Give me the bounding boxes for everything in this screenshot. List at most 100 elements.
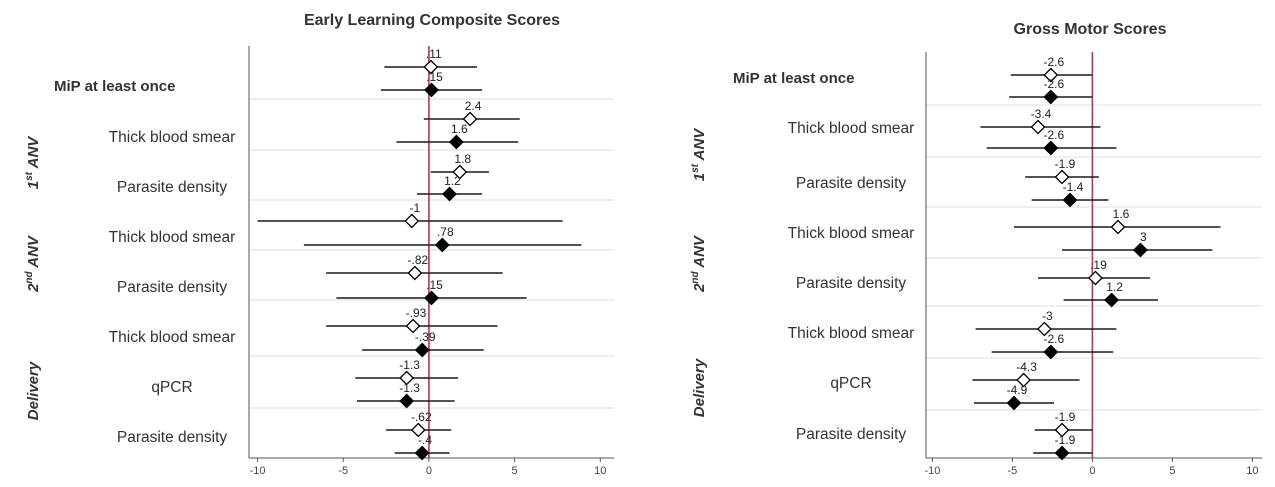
row-label: Thick blood smear bbox=[788, 325, 915, 342]
estimate-value-label: -1.3 bbox=[399, 358, 420, 372]
x-tick-label: -10 bbox=[250, 465, 266, 477]
estimate-value-label: .11 bbox=[426, 47, 442, 61]
x-tick-label: -5 bbox=[1008, 465, 1018, 477]
estimate-value-label: -1.3 bbox=[399, 381, 420, 395]
panel-gross-motor: Gross Motor Scores -10 -5 0 5 10 MiP at least … bbox=[733, 21, 1262, 477]
estimate-filled-diamond bbox=[424, 290, 439, 306]
estimate-value-label: -.39 bbox=[415, 330, 436, 344]
estimate-value-label: -.82 bbox=[408, 253, 429, 267]
estimate-value-label: -1.9 bbox=[1055, 410, 1076, 424]
estimate-value-label: 1.2 bbox=[444, 174, 461, 188]
estimate-value-label: 1.6 bbox=[451, 122, 468, 136]
group-label-first-anv: 1st ANV bbox=[24, 135, 42, 190]
estimate-hollow-diamond bbox=[399, 370, 415, 386]
estimate-hollow-diamond bbox=[1088, 270, 1103, 286]
row-label: Parasite density bbox=[117, 429, 228, 446]
x-tick-label: 0 bbox=[1089, 465, 1095, 477]
estimate-value-label: -.62 bbox=[411, 410, 432, 424]
estimate-value-label: -2.6 bbox=[1043, 332, 1064, 346]
estimate-hollow-diamond bbox=[1030, 119, 1046, 135]
row-label: Parasite density bbox=[796, 426, 907, 443]
estimate-value-label: -3 bbox=[1042, 309, 1053, 323]
estimate-filled-diamond bbox=[434, 237, 450, 253]
estimate-value-label: -1.4 bbox=[1063, 180, 1084, 194]
estimate-filled-diamond bbox=[1132, 242, 1148, 258]
estimate-value-label: 1.8 bbox=[454, 152, 471, 166]
x-tick-label: 0 bbox=[426, 465, 432, 477]
estimate-value-label: .19 bbox=[1090, 258, 1107, 272]
x-tick-label: 5 bbox=[512, 465, 518, 477]
x-tick-label: -10 bbox=[924, 465, 940, 477]
estimate-hollow-diamond bbox=[452, 164, 468, 180]
row-label: Thick blood smear bbox=[788, 120, 915, 137]
estimate-hollow-diamond bbox=[1036, 321, 1052, 337]
estimate-value-label: .78 bbox=[437, 225, 454, 239]
estimate-hollow-diamond bbox=[1054, 169, 1070, 185]
row-label: Thick blood smear bbox=[109, 329, 236, 346]
group-label-delivery: Delivery bbox=[691, 358, 708, 417]
row-label: Parasite density bbox=[117, 279, 228, 296]
estimate-filled-diamond bbox=[414, 445, 430, 461]
row-label: qPCR bbox=[151, 379, 192, 396]
x-tick-label: 10 bbox=[594, 465, 606, 477]
estimate-hollow-diamond bbox=[423, 59, 439, 75]
estimate-value-label: -2.6 bbox=[1043, 55, 1064, 69]
group-label-delivery: Delivery bbox=[25, 361, 42, 420]
estimate-filled-diamond bbox=[1062, 192, 1078, 208]
group-label-first-anv: 1st ANV bbox=[690, 127, 708, 182]
estimate-value-label: -2.6 bbox=[1043, 77, 1064, 91]
estimate-value-label: 2.4 bbox=[465, 99, 482, 113]
estimate-hollow-diamond bbox=[405, 318, 421, 334]
row-label: qPCR bbox=[830, 375, 871, 392]
estimate-value-label: 1.2 bbox=[1106, 280, 1123, 294]
estimate-hollow-diamond bbox=[462, 111, 478, 127]
row-label: Parasite density bbox=[796, 275, 907, 292]
row-label: Parasite density bbox=[117, 179, 228, 196]
chart-title: Gross Motor Scores bbox=[1014, 21, 1167, 38]
estimate-value-label: -1.9 bbox=[1055, 157, 1076, 171]
row-label: Thick blood smear bbox=[788, 225, 915, 242]
estimate-hollow-diamond bbox=[404, 213, 420, 229]
estimate-hollow-diamond bbox=[407, 265, 423, 281]
estimate-filled-diamond bbox=[442, 186, 457, 202]
estimate-hollow-diamond bbox=[1043, 67, 1059, 83]
group-label-second-anv: 2nd ANV bbox=[690, 234, 708, 293]
row-label: Thick blood smear bbox=[109, 229, 236, 246]
estimate-filled-diamond bbox=[1043, 89, 1059, 105]
estimate-value-label: -1 bbox=[409, 201, 420, 215]
estimate-value-label: -.93 bbox=[406, 306, 427, 320]
estimate-filled-diamond bbox=[414, 342, 430, 358]
panel-early-learning: Early Learning Composite Scores -10 -5 0 5 10… bbox=[54, 12, 614, 477]
estimate-filled-diamond bbox=[1104, 292, 1120, 308]
estimate-filled-diamond bbox=[448, 134, 464, 150]
estimate-value-label: -4.3 bbox=[1016, 360, 1037, 374]
estimate-value-label: 3 bbox=[1140, 230, 1147, 244]
estimate-filled-diamond bbox=[399, 393, 415, 409]
row-label: Parasite density bbox=[796, 175, 907, 192]
row-label: MiP at least once bbox=[733, 70, 854, 87]
x-tick-label: 5 bbox=[1169, 465, 1175, 477]
row-label: Thick blood smear bbox=[109, 129, 236, 146]
estimate-filled-diamond bbox=[1043, 344, 1059, 360]
row-label: MiP at least once bbox=[54, 78, 175, 95]
x-tick-label: 10 bbox=[1246, 465, 1258, 477]
estimate-value-label: .15 bbox=[426, 278, 443, 292]
estimate-filled-diamond bbox=[1054, 445, 1070, 461]
group-labels-right: 1st ANV 2nd ANV Delivery bbox=[690, 127, 708, 417]
estimate-value-label: 1.6 bbox=[1113, 207, 1130, 221]
group-label-second-anv: 2nd ANV bbox=[24, 234, 42, 293]
estimate-hollow-diamond bbox=[1016, 372, 1032, 388]
estimate-filled-diamond bbox=[1006, 395, 1022, 411]
estimate-value-label: -2.6 bbox=[1043, 128, 1064, 142]
group-labels-left: 1st ANV 2nd ANV Delivery bbox=[24, 135, 42, 420]
estimate-hollow-diamond bbox=[1054, 422, 1070, 438]
estimate-filled-diamond bbox=[1043, 140, 1059, 156]
x-tick-label: -5 bbox=[338, 465, 348, 477]
estimate-value-label: -1.9 bbox=[1055, 433, 1076, 447]
estimate-value-label: -4.9 bbox=[1007, 383, 1028, 397]
estimate-hollow-diamond bbox=[1110, 219, 1126, 235]
estimate-filled-diamond bbox=[424, 82, 439, 98]
estimate-value-label: -3.4 bbox=[1031, 107, 1052, 121]
estimate-value-label: .15 bbox=[426, 70, 443, 84]
